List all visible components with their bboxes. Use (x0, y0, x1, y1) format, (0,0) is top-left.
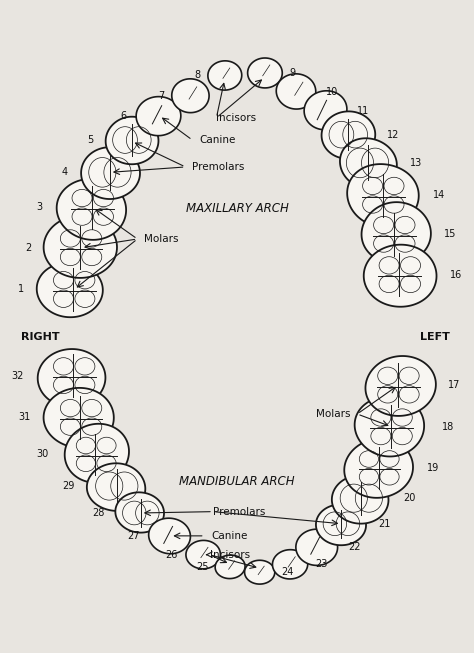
Text: 29: 29 (62, 481, 74, 491)
Polygon shape (87, 463, 146, 511)
Polygon shape (355, 396, 424, 456)
Text: 10: 10 (326, 87, 338, 97)
Polygon shape (57, 179, 126, 240)
Text: 4: 4 (62, 167, 68, 178)
Text: Incisors: Incisors (210, 550, 250, 560)
Text: Premolars: Premolars (192, 162, 245, 172)
Polygon shape (81, 147, 140, 199)
Polygon shape (365, 356, 436, 416)
Text: MANDIBULAR ARCH: MANDIBULAR ARCH (179, 475, 295, 488)
Text: 16: 16 (450, 270, 462, 279)
Text: 25: 25 (196, 562, 209, 572)
Text: Canine: Canine (211, 531, 248, 541)
Text: 22: 22 (348, 541, 361, 552)
Polygon shape (296, 529, 337, 565)
Text: 27: 27 (127, 531, 139, 541)
Text: Canine: Canine (199, 135, 236, 145)
Polygon shape (316, 505, 366, 545)
Text: Premolars: Premolars (213, 507, 265, 517)
Text: 6: 6 (120, 111, 127, 121)
Text: 20: 20 (404, 493, 416, 503)
Text: 15: 15 (444, 229, 456, 239)
Text: 13: 13 (410, 158, 422, 168)
Polygon shape (304, 91, 347, 130)
Text: LEFT: LEFT (420, 332, 450, 342)
Text: 17: 17 (448, 380, 461, 390)
Polygon shape (332, 475, 389, 524)
Polygon shape (44, 216, 117, 278)
Polygon shape (186, 541, 220, 569)
Text: 30: 30 (36, 449, 48, 460)
Polygon shape (215, 555, 245, 579)
Text: 5: 5 (87, 135, 93, 145)
Polygon shape (276, 74, 316, 109)
Polygon shape (247, 58, 282, 88)
Polygon shape (347, 164, 419, 227)
Text: 21: 21 (378, 518, 390, 529)
Polygon shape (245, 560, 275, 584)
Text: 24: 24 (281, 567, 293, 577)
Polygon shape (106, 117, 158, 165)
Text: 11: 11 (357, 106, 369, 116)
Text: 1: 1 (18, 285, 24, 295)
Polygon shape (321, 112, 375, 159)
Text: Molars: Molars (144, 234, 179, 244)
Polygon shape (340, 138, 397, 189)
Polygon shape (115, 492, 164, 533)
Polygon shape (362, 202, 431, 264)
Text: Incisors: Incisors (217, 113, 256, 123)
Text: 14: 14 (433, 190, 446, 200)
Polygon shape (344, 439, 413, 498)
Text: 8: 8 (194, 71, 201, 80)
Text: MAXILLARY ARCH: MAXILLARY ARCH (185, 202, 289, 215)
Polygon shape (37, 263, 103, 317)
Text: Molars: Molars (316, 409, 350, 419)
Text: 32: 32 (12, 371, 24, 381)
Polygon shape (44, 388, 114, 448)
Text: 19: 19 (427, 463, 439, 473)
Text: 18: 18 (442, 422, 454, 432)
Text: 3: 3 (36, 202, 43, 212)
Polygon shape (38, 349, 105, 407)
Text: 28: 28 (92, 508, 104, 518)
Text: 31: 31 (19, 413, 31, 422)
Polygon shape (172, 79, 209, 112)
Text: 9: 9 (290, 68, 296, 78)
Polygon shape (149, 518, 191, 554)
Polygon shape (273, 550, 308, 579)
Text: RIGHT: RIGHT (20, 332, 59, 342)
Polygon shape (64, 424, 129, 483)
Polygon shape (208, 61, 242, 90)
Polygon shape (136, 97, 181, 136)
Text: 26: 26 (165, 550, 178, 560)
Text: 12: 12 (387, 130, 399, 140)
Text: 7: 7 (158, 91, 164, 101)
Text: 23: 23 (315, 559, 327, 569)
Text: 2: 2 (25, 243, 31, 253)
Polygon shape (364, 245, 437, 307)
